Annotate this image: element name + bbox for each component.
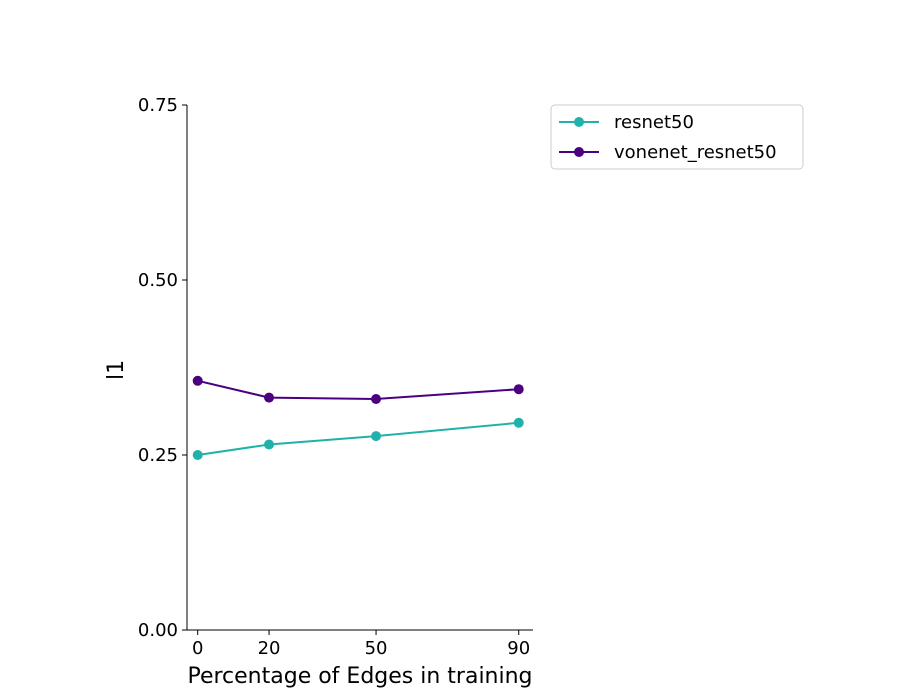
x-axis-title: Percentage of Edges in training	[187, 664, 532, 689]
y-axis-ticks: 0.00 0.25 0.50 0.75	[138, 95, 187, 641]
series-vonenet_resnet50	[192, 375, 524, 404]
legend-marker-swatch	[574, 147, 584, 157]
x-tick-label: 0	[192, 638, 203, 659]
legend-frame	[550, 104, 804, 170]
data-point	[192, 450, 203, 460]
y-tick-label: 0.50	[138, 270, 178, 291]
legend-item: vonenet_resnet50	[559, 142, 777, 163]
series-layer	[192, 375, 524, 460]
y-tick-label: 0.00	[138, 620, 178, 641]
x-tick-label: 90	[507, 638, 530, 659]
x-tick-label: 50	[365, 638, 388, 659]
data-point	[264, 392, 275, 403]
y-tick-label: 0.75	[138, 95, 178, 116]
legend-marker-swatch	[574, 117, 584, 127]
series-line	[197, 421, 519, 456]
axes	[186, 105, 533, 631]
x-axis-ticks: 0 20 50 90	[192, 630, 530, 659]
x-tick-label: 20	[258, 638, 281, 659]
y-axis-title: l1	[104, 360, 129, 380]
legend-item: resnet50	[559, 112, 694, 133]
legend-label: vonenet_resnet50	[614, 142, 777, 163]
data-point	[264, 439, 275, 450]
data-point	[513, 417, 524, 428]
data-point	[513, 384, 524, 395]
legend-label: resnet50	[614, 112, 694, 133]
series-resnet50	[192, 417, 524, 460]
legend: resnet50 vonenet_resnet50	[550, 104, 804, 170]
series-line	[197, 379, 519, 401]
data-point	[192, 375, 203, 386]
y-tick-label: 0.25	[138, 445, 178, 466]
data-point	[371, 394, 382, 404]
data-point	[371, 431, 382, 442]
legend-items: resnet50 vonenet_resnet50	[559, 112, 777, 163]
